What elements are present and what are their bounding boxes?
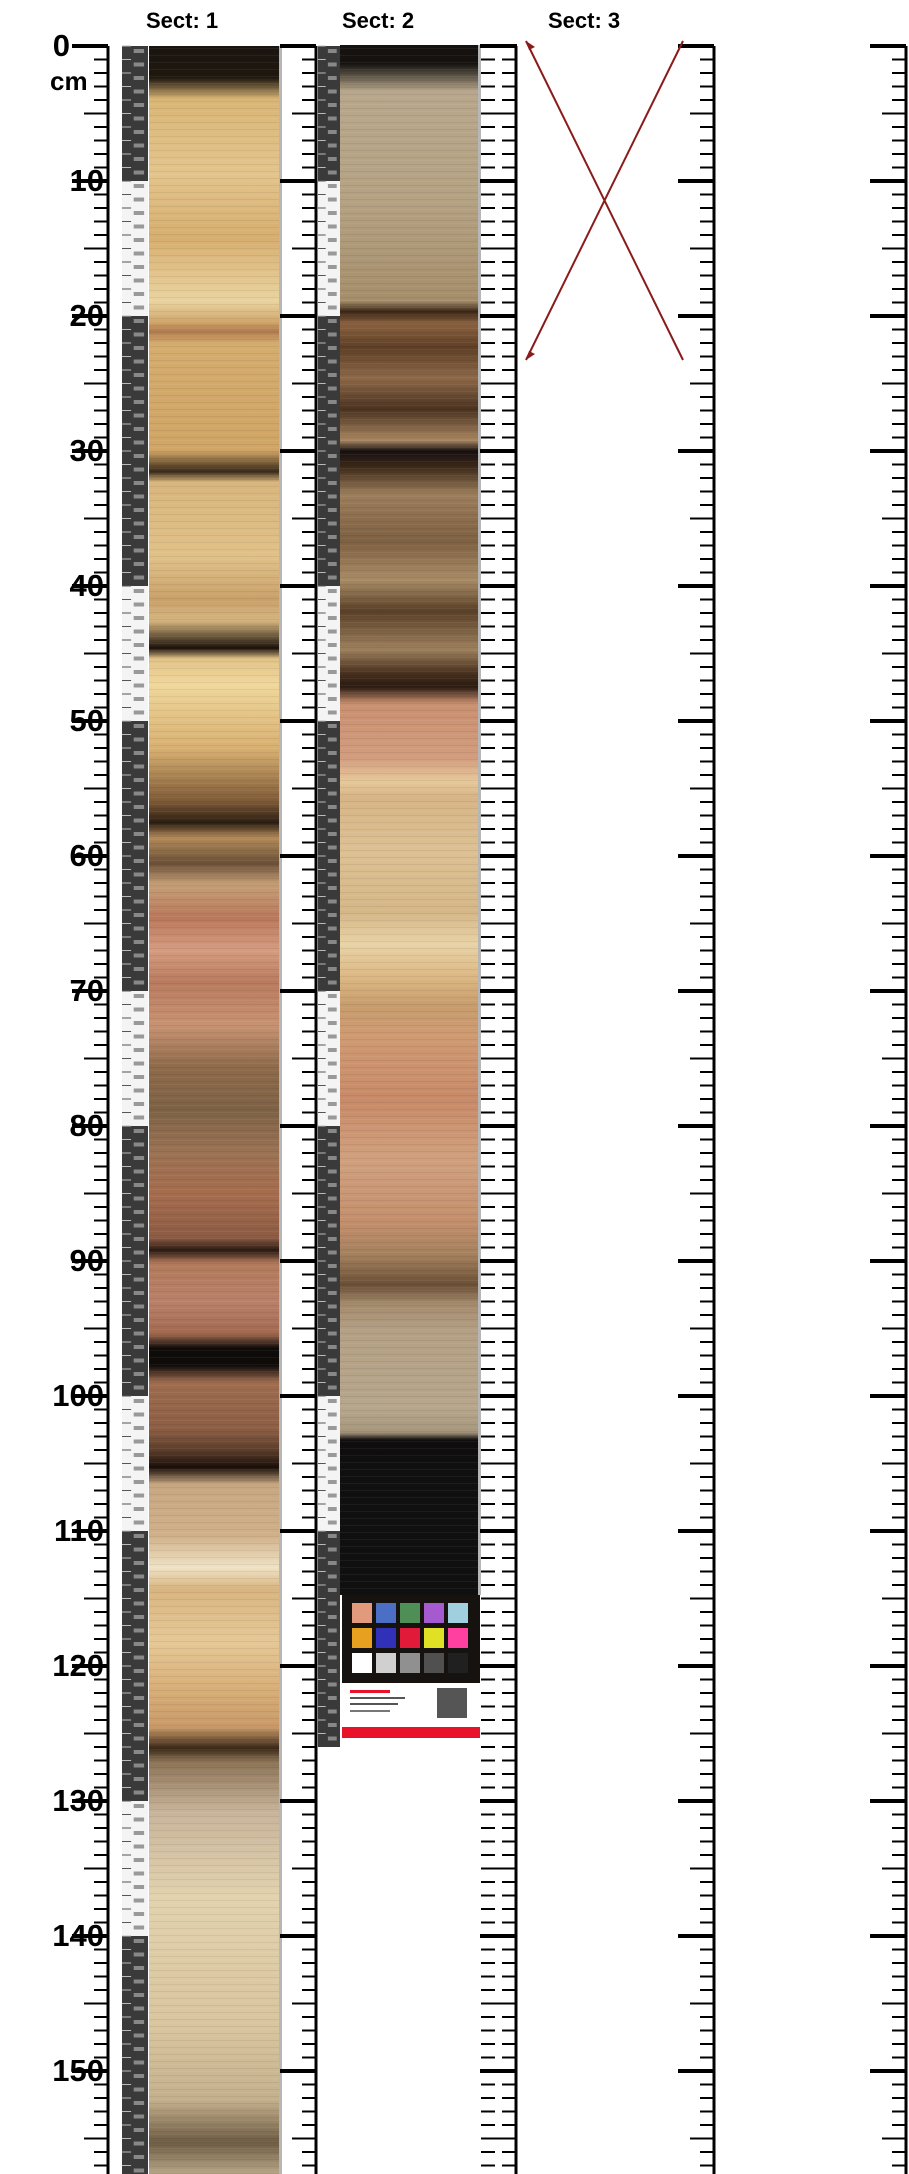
sample-label-card: [342, 1683, 480, 1738]
depth-label: 150: [52, 2053, 104, 2088]
color-calibration-card: [342, 1595, 480, 1683]
depth-label: 80: [69, 1108, 104, 1143]
section-2-core: [340, 45, 481, 1595]
color-swatch: [424, 1653, 444, 1673]
section-label-3: Sect: 3: [548, 8, 621, 33]
depth-label: 20: [69, 298, 104, 333]
depth-label: 50: [69, 703, 104, 738]
tick-column-sect2-right: [481, 44, 518, 2174]
section-1-core: [149, 46, 282, 2174]
depth-axis-labels: 0 10 20 30 40 50 60 70 80 90 100 110 120 130 140 150: [0, 0, 108, 2174]
depth-label: 30: [69, 433, 104, 468]
depth-scales: [122, 45, 340, 2174]
depth-label: 120: [52, 1648, 104, 1683]
depth-label: 90: [69, 1243, 104, 1278]
depth-label: 70: [69, 973, 104, 1008]
color-swatch: [400, 1628, 420, 1648]
tick-columns: [72, 44, 908, 2174]
depth-label: 0: [52, 28, 70, 63]
color-swatch: [424, 1603, 444, 1623]
depth-label: 110: [53, 1513, 104, 1548]
section-label-2: Sect: 2: [342, 8, 415, 33]
section-2-measuring-tape: [318, 45, 340, 1747]
color-swatch: [352, 1653, 372, 1673]
section-1-measuring-tape: [122, 45, 148, 2174]
depth-label: 140: [52, 1918, 104, 1953]
color-swatch: [376, 1653, 396, 1673]
section-label-1: Sect: 1: [146, 8, 219, 33]
depth-label: 60: [69, 838, 104, 873]
depth-label: 40: [69, 568, 104, 603]
color-swatch: [448, 1653, 468, 1673]
color-swatch: [376, 1603, 396, 1623]
section-1-core-liner: [279, 46, 282, 2174]
color-swatch: [400, 1653, 420, 1673]
depth-label: 100: [52, 1378, 104, 1413]
depth-label: 130: [52, 1783, 104, 1818]
color-swatch: [376, 1628, 396, 1648]
section-2-core-liner: [478, 45, 481, 1595]
color-swatch: [352, 1603, 372, 1623]
depth-axis-main: [72, 44, 110, 2174]
color-swatch: [400, 1603, 420, 1623]
color-swatch: [352, 1628, 372, 1648]
depth-unit-label: cm: [50, 66, 88, 96]
color-swatch: [448, 1628, 468, 1648]
tick-column-d: [870, 44, 908, 2174]
color-swatch: [424, 1628, 444, 1648]
color-swatch: [448, 1603, 468, 1623]
tick-column-a: [280, 44, 318, 2174]
qr-code-icon: [437, 1688, 467, 1718]
depth-label: 10: [69, 163, 104, 198]
tick-column-c: [678, 44, 716, 2174]
section-3-cross-mark: [525, 40, 684, 361]
